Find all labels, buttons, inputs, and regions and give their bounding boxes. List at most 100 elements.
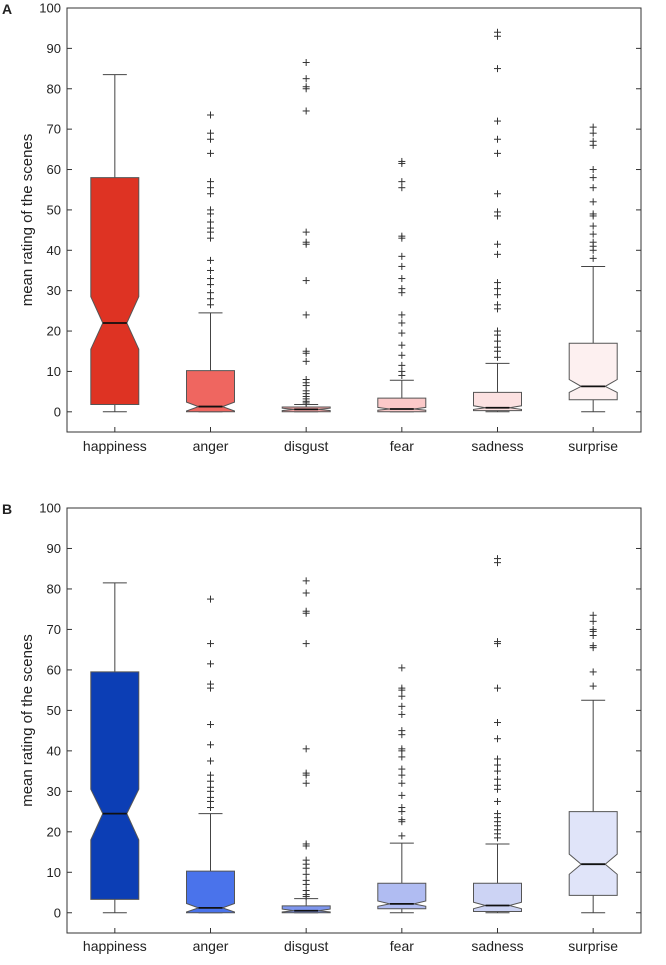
outlier-marker bbox=[398, 692, 406, 700]
y-tick-label: 50 bbox=[47, 202, 61, 217]
outlier-marker bbox=[207, 777, 214, 785]
outlier-marker bbox=[207, 771, 214, 779]
notched-box bbox=[473, 391, 522, 412]
outlier-marker bbox=[302, 856, 310, 864]
outlier-marker bbox=[494, 208, 501, 216]
outlier-marker bbox=[302, 870, 310, 878]
outlier-marker bbox=[302, 376, 310, 384]
outlier-marker bbox=[207, 757, 214, 765]
outlier-marker bbox=[494, 775, 501, 783]
outlier-marker bbox=[398, 710, 406, 718]
outlier-marker bbox=[494, 291, 501, 299]
outlier-marker bbox=[398, 285, 406, 293]
outlier-marker bbox=[302, 876, 310, 884]
outlier-marker bbox=[589, 254, 597, 262]
outlier-marker bbox=[398, 367, 406, 375]
outlier-marker bbox=[494, 240, 501, 248]
outlier-marker bbox=[494, 638, 501, 646]
outlier-marker bbox=[302, 769, 310, 777]
outlier-marker bbox=[494, 250, 501, 258]
box-happiness bbox=[90, 582, 140, 933]
outlier-marker bbox=[589, 210, 597, 218]
outlier-marker bbox=[207, 111, 214, 119]
outlier-marker bbox=[494, 684, 501, 692]
outlier-marker bbox=[494, 761, 501, 769]
outlier-marker bbox=[207, 218, 214, 226]
outlier-marker bbox=[398, 753, 406, 761]
box-surprise bbox=[568, 611, 618, 933]
outlier-marker bbox=[398, 275, 406, 283]
notched-box bbox=[186, 870, 235, 914]
outlier-marker bbox=[589, 123, 597, 131]
outlier-marker bbox=[398, 178, 406, 186]
outlier-marker bbox=[302, 277, 310, 285]
y-axis-label: mean rating of the scenes bbox=[19, 634, 36, 807]
outlier-marker bbox=[302, 83, 310, 91]
outlier-marker bbox=[589, 129, 597, 137]
outlier-marker bbox=[589, 625, 597, 633]
outlier-marker bbox=[398, 765, 406, 773]
panel-letter: A bbox=[2, 1, 12, 17]
y-tick-label: 60 bbox=[47, 162, 61, 177]
outlier-marker bbox=[589, 682, 597, 690]
outlier-marker bbox=[494, 28, 501, 36]
outlier-marker bbox=[207, 135, 214, 143]
y-tick-label: 10 bbox=[47, 865, 61, 880]
y-tick-label: 80 bbox=[47, 81, 61, 96]
outlier-marker bbox=[398, 351, 406, 359]
outlier-marker bbox=[589, 184, 597, 192]
outlier-marker bbox=[494, 343, 501, 351]
panel-b: B 0 10 20 30 40 50 60 70 80 90 100 mean rating of th… bbox=[2, 501, 642, 954]
outlier-marker bbox=[494, 755, 501, 763]
outlier-marker bbox=[398, 157, 406, 165]
notched-box bbox=[90, 177, 140, 405]
outlier-marker bbox=[398, 791, 406, 799]
box-surprise bbox=[568, 123, 618, 432]
outlier-marker bbox=[589, 174, 597, 182]
notched-box bbox=[377, 882, 427, 910]
outlier-marker bbox=[207, 793, 214, 801]
box-fear bbox=[377, 157, 427, 432]
outlier-marker bbox=[207, 660, 214, 668]
outlier-marker bbox=[302, 107, 310, 115]
outlier-marker bbox=[302, 607, 310, 615]
plot-frame bbox=[66, 7, 642, 433]
outlier-marker bbox=[302, 640, 310, 648]
outlier-marker bbox=[494, 719, 501, 727]
box-sadness bbox=[473, 28, 522, 432]
outlier-marker bbox=[398, 702, 406, 710]
x-category-label: disgust bbox=[284, 938, 328, 954]
outlier-marker bbox=[398, 804, 406, 812]
panel-letter: B bbox=[2, 501, 12, 517]
outlier-marker bbox=[398, 771, 406, 779]
box-sadness bbox=[473, 555, 522, 933]
outlier-marker bbox=[207, 640, 214, 648]
y-tick-label: 50 bbox=[47, 703, 61, 718]
outlier-marker bbox=[207, 783, 214, 791]
outlier-marker bbox=[207, 741, 214, 749]
notched-box bbox=[90, 671, 140, 900]
outlier-marker bbox=[398, 311, 406, 319]
y-tick-label: 60 bbox=[47, 662, 61, 677]
y-tick-label: 100 bbox=[39, 501, 61, 516]
outlier-marker bbox=[494, 301, 501, 309]
outlier-marker bbox=[302, 577, 310, 585]
y-tick-label: 40 bbox=[47, 743, 61, 758]
outlier-marker bbox=[494, 117, 501, 125]
box-disgust bbox=[281, 59, 331, 432]
outlier-marker bbox=[398, 832, 406, 840]
outlier-marker bbox=[207, 289, 214, 297]
outlier-marker bbox=[302, 779, 310, 787]
outlier-marker bbox=[302, 357, 310, 365]
panel-a: A 0 10 20 30 40 50 60 70 80 90 100 mean rating of th… bbox=[2, 1, 642, 454]
x-category-label: sadness bbox=[471, 438, 523, 454]
notched-box bbox=[186, 370, 235, 413]
y-tick-label: 10 bbox=[47, 364, 61, 379]
outlier-marker bbox=[589, 617, 597, 625]
outlier-marker bbox=[207, 129, 214, 137]
outlier-marker bbox=[302, 311, 310, 319]
outlier-marker bbox=[494, 735, 501, 743]
outlier-marker bbox=[398, 341, 406, 349]
outlier-marker bbox=[207, 184, 214, 192]
outlier-marker bbox=[494, 337, 501, 345]
